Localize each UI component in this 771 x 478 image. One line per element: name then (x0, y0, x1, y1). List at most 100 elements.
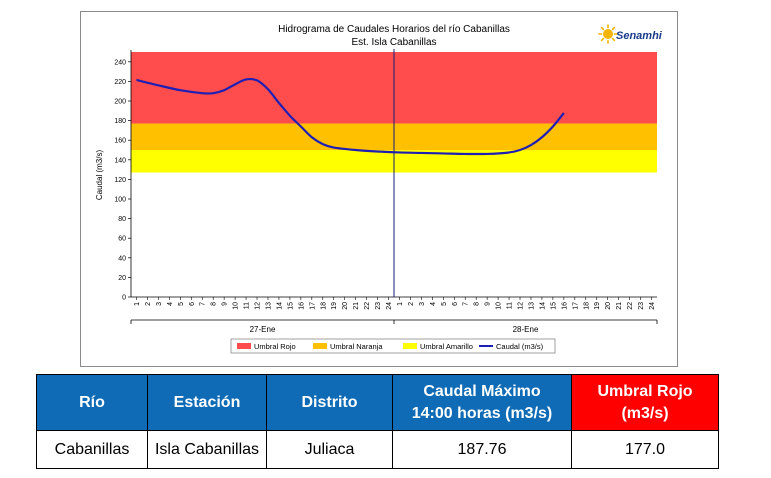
legend-swatch (403, 343, 417, 349)
x-tick-label: 18 (320, 302, 327, 310)
cell-caudal-maximo: 187.76 (392, 430, 572, 469)
x-tick-label: 6 (452, 302, 459, 306)
day-label: 28-Ene (513, 325, 539, 334)
y-tick-label: 140 (114, 157, 126, 164)
x-tick-label: 21 (353, 302, 360, 310)
day-label: 27-Ene (250, 325, 276, 334)
legend-label: Umbral Rojo (254, 342, 296, 351)
table-header-row: Río Estación Distrito Caudal Máximo 14:0… (36, 374, 719, 431)
y-axis-label: Caudal (m3/s) (95, 150, 104, 201)
legend-swatch (313, 343, 327, 349)
x-tick-label: 23 (375, 302, 382, 310)
legend-label: Caudal (m3/s) (496, 342, 544, 351)
x-tick-label: 18 (583, 302, 590, 310)
hydrograph-chart: Hidrograma de Caudales Horarios del río … (95, 24, 663, 354)
x-tick-label: 15 (287, 302, 294, 310)
x-tick-label: 16 (298, 302, 305, 310)
x-tick-label: 12 (255, 302, 262, 310)
x-tick-label: 23 (638, 302, 645, 310)
x-tick-label: 21 (616, 302, 623, 310)
y-tick-label: 100 (114, 197, 126, 204)
x-tick-label: 11 (507, 302, 514, 309)
y-tick-label: 20 (118, 275, 126, 282)
header-distrito: Distrito (266, 374, 393, 431)
x-tick-label: 19 (594, 302, 601, 310)
y-axis: 0 20 40 60 80 100 120 140 160 180 200 220 240 (114, 50, 132, 302)
x-tick-label: 20 (605, 302, 612, 310)
x-tick-label: 14 (539, 302, 546, 310)
x-tick-label: 17 (572, 302, 579, 310)
chart-subtitle: Est. Isla Cabanillas (351, 37, 436, 48)
x-tick-label: 2 (145, 302, 152, 306)
x-tick-label: 9 (222, 302, 229, 306)
x-tick-label: 2 (408, 302, 415, 306)
x-tick-label: 4 (167, 302, 174, 306)
logo-text: Senamhi (616, 30, 663, 42)
y-tick-label: 180 (114, 118, 126, 125)
cell-rio: Cabanillas (36, 430, 148, 469)
x-tick-label: 8 (474, 302, 481, 306)
header-umbral-rojo: Umbral Rojo (m3/s) (571, 374, 719, 431)
cell-distrito: Juliaca (266, 430, 393, 469)
header-rio: Río (36, 374, 148, 431)
cell-umbral-rojo: 177.0 (571, 430, 719, 469)
x-tick-label: 4 (430, 302, 437, 306)
x-tick-label: 19 (331, 302, 338, 310)
x-tick-label: 24 (386, 302, 393, 310)
x-tick-label: 10 (496, 302, 503, 310)
header-umbral-rojo-line1: Umbral Rojo (597, 382, 693, 400)
sun-logo-icon (598, 24, 618, 44)
header-caudal-maximo-line1: Caudal Máximo (423, 382, 541, 400)
x-tick-label: 16 (561, 302, 568, 310)
legend-label: Umbral Naranja (330, 342, 383, 351)
x-axis: 1 2 3 4 5 6 7 8 9 10 11 12 13 14 15 16 17 18 19 20 21 22 23 24 1… (130, 49, 658, 334)
y-tick-label: 200 (114, 99, 126, 106)
x-tick-label: 20 (342, 302, 349, 310)
x-tick-label: 11 (244, 302, 251, 309)
x-tick-label: 7 (463, 302, 470, 306)
legend: Umbral Rojo Umbral Naranja Umbral Amarillo… (230, 338, 556, 354)
x-tick-label: 8 (211, 302, 218, 306)
x-tick-label: 14 (276, 302, 283, 310)
x-tick-label: 1 (134, 302, 141, 306)
senamhi-logo: Senamhi (598, 24, 663, 44)
x-tick-label: 5 (178, 302, 185, 306)
series-layer (136, 77, 565, 156)
x-tick-label: 22 (364, 302, 371, 310)
cell-estacion: Isla Cabanillas (147, 430, 267, 469)
header-umbral-rojo-line2: (m3/s) (621, 404, 669, 422)
x-tick-label: 10 (233, 302, 240, 310)
y-tick-label: 240 (114, 59, 126, 66)
x-tick-label: 13 (265, 302, 272, 310)
header-caudal-maximo: Caudal Máximo 14:00 horas (m3/s) (392, 374, 572, 431)
y-tick-label: 160 (114, 138, 126, 145)
legend-swatch (237, 343, 251, 349)
x-tick-label: 24 (649, 302, 656, 310)
y-tick-label: 220 (114, 79, 126, 86)
x-tick-label: 13 (528, 302, 535, 310)
table-row: Cabanillas Isla Cabanillas Juliaca 187.7… (36, 430, 719, 469)
y-tick-label: 80 (118, 216, 126, 223)
header-caudal-maximo-line2: 14:00 horas (m3/s) (411, 404, 553, 422)
x-tick-label: 3 (156, 302, 163, 306)
x-tick-label: 9 (485, 302, 492, 306)
header-estacion: Estación (147, 374, 267, 431)
y-tick-label: 60 (118, 236, 126, 243)
y-tick-label: 120 (114, 177, 126, 184)
x-tick-label: 12 (518, 302, 525, 310)
y-tick-label: 40 (118, 255, 126, 262)
legend-label: Umbral Amarillo (420, 342, 473, 351)
x-tick-label: 3 (419, 302, 426, 306)
series-line-caudal (136, 77, 565, 156)
x-tick-label: 15 (550, 302, 557, 310)
chart-title: Hidrograma de Caudales Horarios del río … (278, 24, 510, 35)
station-info-table: Río Estación Distrito Caudal Máximo 14:0… (36, 374, 719, 469)
x-tick-label: 6 (189, 302, 196, 306)
y-tick-label: 0 (122, 295, 126, 302)
x-tick-label: 1 (397, 302, 404, 306)
x-tick-label: 17 (309, 302, 316, 310)
x-tick-label: 22 (627, 302, 634, 310)
x-tick-label: 5 (441, 302, 448, 306)
x-tick-label: 7 (200, 302, 207, 306)
chart-panel: Hidrograma de Caudales Horarios del río … (80, 11, 678, 367)
